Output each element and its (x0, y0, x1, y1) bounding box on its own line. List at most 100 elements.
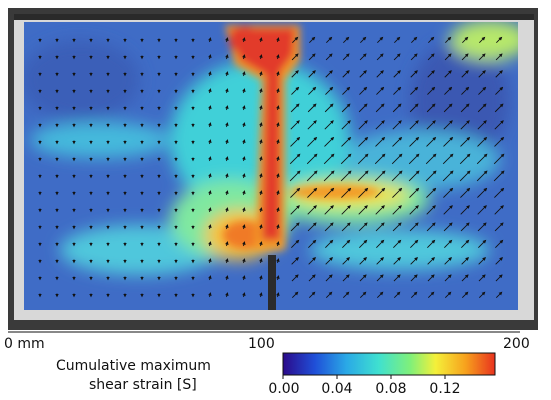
displacement-arrow (392, 120, 402, 130)
displacement-arrow (495, 239, 504, 248)
displacement-arrow (478, 53, 486, 61)
displacement-arrow (461, 239, 470, 248)
displacement-arrow (259, 224, 263, 230)
displacement-arrow (495, 70, 503, 78)
displacement-arrow (292, 36, 299, 43)
displacement-arrow (259, 156, 263, 162)
displacement-arrow (208, 54, 212, 60)
displacement-arrow (208, 88, 212, 94)
displacement-arrow (376, 274, 384, 282)
displacement-arrow (242, 88, 246, 94)
displacement-arrow (308, 291, 316, 299)
displacement-arrow (225, 292, 229, 298)
displacement-arrow (461, 53, 469, 61)
displacement-arrow (225, 173, 229, 179)
displacement-arrow (342, 274, 350, 282)
displacement-arrow (478, 70, 486, 78)
colorbar-label-line2: shear strain [S] (89, 377, 197, 393)
colorbar: Cumulative maximum shear strain [S] 0.00… (56, 352, 496, 397)
displacement-arrow (409, 205, 419, 215)
displacement-arrow (225, 156, 229, 162)
displacement-arrow (375, 136, 386, 147)
displacement-arrow (426, 222, 436, 232)
displacement-arrow (460, 187, 471, 198)
colorbar-gradient (282, 352, 496, 376)
displacement-arrow (208, 275, 212, 281)
displacement-arrow (290, 187, 301, 198)
displacement-arrow (495, 86, 504, 95)
displacement-arrow (495, 291, 503, 299)
displacement-arrow (443, 136, 454, 147)
displacement-arrow (242, 71, 246, 77)
displacement-arrow (242, 139, 246, 145)
displacement-arrow (358, 136, 369, 147)
displacement-arrow (208, 105, 212, 111)
displacement-arrow (242, 224, 246, 230)
displacement-arrow (444, 274, 452, 282)
displacement-arrow (341, 103, 351, 113)
displacement-arrow (242, 122, 246, 128)
displacement-arrow (342, 53, 350, 61)
displacement-arrow (242, 241, 246, 247)
displacement-arrow (410, 70, 418, 78)
displacement-arrow (426, 136, 437, 147)
displacement-arrow (359, 86, 368, 95)
displacement-arrow (324, 120, 334, 130)
displacement-arrow (495, 274, 503, 282)
displacement-arrow (289, 170, 301, 182)
displacement-arrow (242, 207, 246, 213)
displacement-arrow (476, 170, 488, 182)
displacement-arrow (374, 170, 386, 182)
displacement-arrow (290, 222, 300, 232)
displacement-arrow (342, 239, 351, 248)
displacement-arrow (476, 153, 488, 165)
displacement-arrow (307, 136, 318, 147)
displacement-arrow (290, 205, 300, 215)
displacement-arrow (443, 205, 453, 215)
displacement-arrow (340, 153, 352, 165)
displacement-arrow (325, 86, 334, 95)
displacement-arrow (376, 239, 385, 248)
displacement-arrow (307, 120, 317, 130)
displacement-arrow (427, 291, 435, 299)
displacement-arrow (208, 224, 212, 230)
displacement-arrow (494, 222, 504, 232)
displacement-arrow (276, 275, 280, 281)
displacement-arrow (391, 170, 403, 182)
displacement-arrow (340, 170, 352, 182)
displacement-arrow (342, 70, 350, 78)
displacement-arrow (291, 53, 299, 61)
displacement-arrow (290, 120, 300, 130)
displacement-arrow (276, 258, 280, 264)
displacement-arrow (358, 103, 368, 113)
displacement-arrow (444, 70, 452, 78)
colorbar-tick-1: 0.04 (321, 381, 352, 397)
displacement-arrow (357, 153, 369, 165)
displacement-arrow (242, 37, 246, 43)
displacement-arrow (393, 257, 401, 265)
displacement-arrow (208, 71, 212, 77)
displacement-arrow (276, 54, 280, 60)
displacement-arrow (460, 120, 470, 130)
displacement-arrow (324, 222, 334, 232)
displacement-arrow (375, 120, 385, 130)
displacement-arrow (325, 70, 333, 78)
displacement-arrow (225, 88, 229, 94)
displacement-arrow (276, 139, 280, 145)
displacement-arrow (276, 207, 280, 213)
displacement-arrow (425, 170, 437, 182)
displacement-arrow (409, 120, 419, 130)
displacement-arrow (259, 88, 263, 94)
displacement-arrow (308, 274, 316, 282)
displacement-arrow (291, 257, 299, 265)
displacement-arrow (478, 86, 487, 95)
displacement-arrow (342, 257, 350, 265)
displacement-arrow (291, 291, 299, 299)
displacement-arrow (225, 139, 229, 145)
displacement-arrow (408, 153, 420, 165)
displacement-arrow (208, 122, 212, 128)
displacement-arrow (242, 275, 246, 281)
displacement-arrow (242, 156, 246, 162)
displacement-arrow (393, 53, 401, 61)
displacement-arrow (291, 86, 300, 95)
